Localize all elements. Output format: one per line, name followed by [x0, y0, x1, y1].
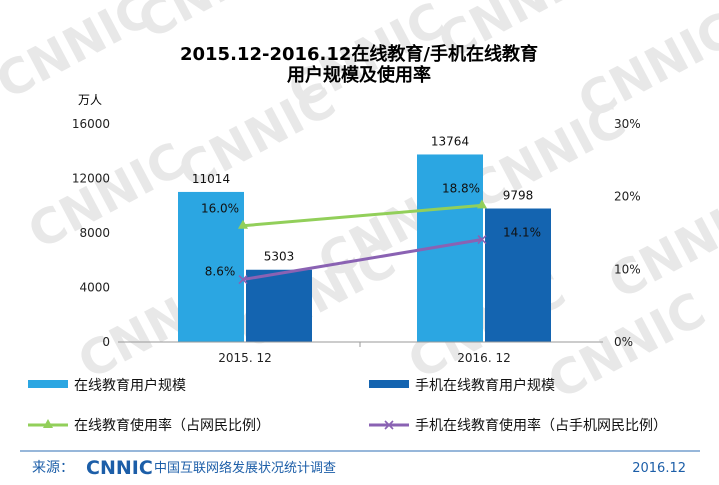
lines-layer: [238, 199, 487, 285]
left-tick-label: 12000: [72, 172, 110, 186]
legend-swatch-bar-2: [369, 380, 409, 388]
right-tick-label: 0%: [614, 335, 633, 349]
watermark-text: CNNIC: [19, 132, 194, 261]
triangle-marker-icon: [43, 419, 53, 428]
legend-item-mobile-edu-rate: 手机在线教育使用率（占手机网民比例）: [369, 417, 667, 434]
legend-item-mobile-edu-users: 手机在线教育用户规模: [369, 377, 555, 394]
watermark-text: CNNIC: [459, 92, 634, 221]
right-tick-label: 30%: [614, 117, 641, 131]
left-tick-label: 4000: [79, 281, 110, 295]
footer-date: 2016.12: [632, 461, 686, 476]
bar-mobile-edu-users: [485, 208, 551, 342]
left-tick-label: 16000: [72, 117, 110, 131]
x-axis-categories: 2015. 12 2016. 12: [218, 351, 510, 365]
bar-value-label: 5303: [264, 250, 295, 264]
category-label: 2015. 12: [218, 351, 271, 365]
bar-online-edu-users: [178, 191, 244, 342]
legend-label-2: 手机在线教育用户规模: [415, 377, 555, 394]
chart-title-line2: 用户规模及使用率: [287, 64, 431, 86]
x-marker-icon: [384, 420, 394, 430]
bar-value-label: 9798: [503, 189, 534, 203]
watermark-text: CNNIC: [129, 0, 304, 51]
line-mobile-edu-rate: [242, 238, 483, 281]
right-tick-label: 20%: [614, 190, 641, 204]
right-axis-ticks: 0% 10% 20% 30%: [614, 117, 641, 349]
chart-title-line1: 2015.12-2016.12在线教育/手机在线教育: [180, 43, 538, 65]
x-marker: [477, 234, 487, 245]
legend-label-1: 在线教育用户规模: [74, 377, 186, 394]
rate-value-label: 8.6%: [205, 265, 236, 279]
rate-value-label: 18.8%: [442, 181, 480, 195]
labels-layer: 11014 13764 5303 9798 16.0% 18.8% 8.6% 14.1%: [192, 134, 541, 278]
legend-swatch-bar-1: [28, 380, 68, 388]
triangle-marker: [238, 219, 248, 229]
rate-value-label: 16.0%: [201, 202, 239, 216]
source-org: 中国互联网络发展状况统计调查: [154, 460, 336, 476]
bar-mobile-edu-users: [246, 269, 312, 342]
rate-value-label: 14.1%: [503, 226, 541, 240]
bar-value-label: 13764: [431, 134, 469, 148]
triangle-marker: [477, 199, 487, 209]
right-tick-label: 10%: [614, 262, 641, 276]
left-axis-ticks: 0 4000 8000 12000 16000: [72, 117, 110, 349]
source-prefix: 来源：: [32, 460, 74, 476]
cnnic-logo: CNNIC: [86, 457, 153, 479]
category-label: 2016. 12: [457, 351, 510, 365]
legend-item-online-edu-users: 在线教育用户规模: [28, 377, 186, 394]
legend-label-4: 手机在线教育使用率（占手机网民比例）: [415, 417, 667, 434]
footer-source: 来源： CNNIC 中国互联网络发展状况统计调查: [32, 457, 336, 479]
bar-value-label: 11014: [192, 172, 230, 186]
line-online-edu-rate: [242, 203, 483, 228]
legend-label-3: 在线教育使用率（占网民比例）: [74, 417, 270, 434]
left-axis-unit: 万人: [78, 93, 102, 107]
legend: 在线教育用户规模 手机在线教育用户规模 在线教育使用率（占网民比例） 手机在线教…: [28, 377, 667, 434]
left-tick-label: 8000: [79, 226, 110, 240]
bars-layer: [178, 154, 551, 342]
x-marker: [238, 274, 248, 285]
legend-item-online-edu-rate: 在线教育使用率（占网民比例）: [28, 417, 270, 434]
left-tick-label: 0: [102, 335, 110, 349]
